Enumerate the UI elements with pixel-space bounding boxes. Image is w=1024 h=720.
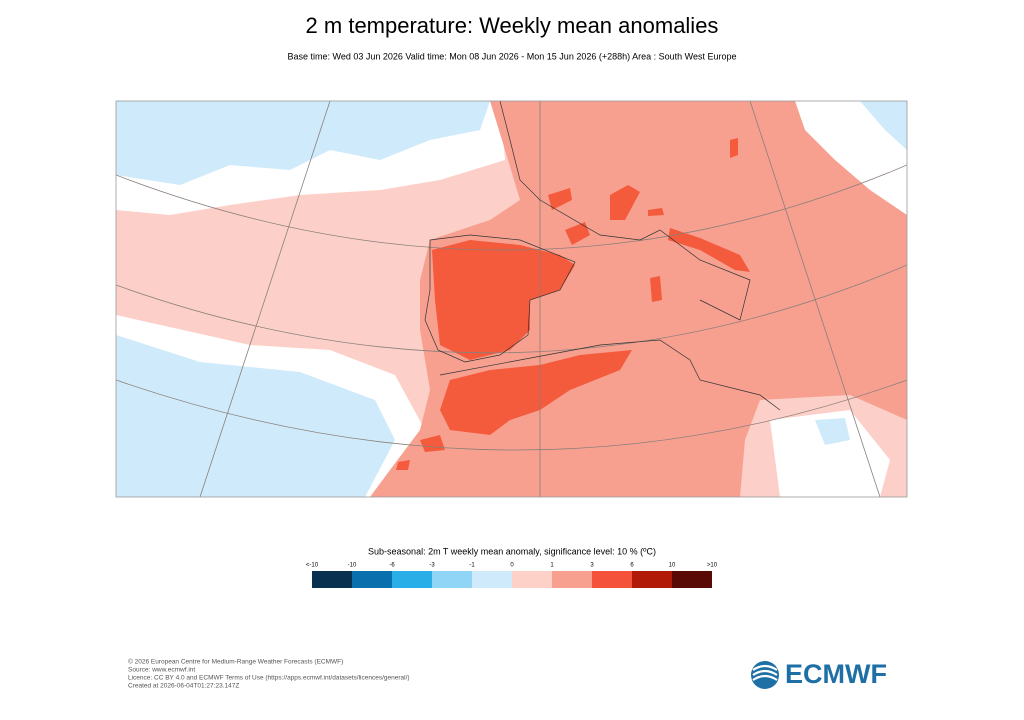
colorbar-label: <-10 [306,563,319,569]
title: 2 m temperature: Weekly mean anomalies [306,13,719,38]
colorbar-box [352,571,392,588]
colorbar-label: -3 [429,563,435,569]
colorbar-box [552,571,592,588]
map [115,100,908,498]
colorbar-label: 1 [550,563,554,569]
colorbar-box [432,571,472,588]
colorbar-box [672,571,712,588]
colorbar: Sub-seasonal: 2m T weekly mean anomaly, … [306,546,718,588]
colorbar-label: 10 [669,563,676,569]
colorbar-box [632,571,672,588]
footer-line: Source: www.ecmwf.int [128,667,195,674]
colorbar-label: >10 [707,563,718,569]
colorbar-box [512,571,552,588]
footer-line: Created at 2026-06-04T01:27:23.147Z [128,683,239,690]
colorbar-box [312,571,352,588]
colorbar-label: 3 [590,563,594,569]
colorbar-box [472,571,512,588]
colorbar-title: Sub-seasonal: 2m T weekly mean anomaly, … [368,546,656,556]
subtitle: Base time: Wed 03 Jun 2026 Valid time: M… [287,51,736,61]
colorbar-box [592,571,632,588]
footer-line: Licence: CC BY 4.0 and ECMWF Terms of Us… [128,675,410,682]
footer: © 2026 European Centre for Medium-Range … [128,658,410,690]
colorbar-label: -6 [389,563,395,569]
colorbar-label: -1 [469,563,475,569]
colorbar-box [392,571,432,588]
logo: ECMWF [751,659,887,689]
logo-text: ECMWF [785,659,887,689]
colorbar-label: -10 [348,563,357,569]
colorbar-label: 0 [510,563,514,569]
colorbar-label: 6 [630,563,634,569]
footer-line: © 2026 European Centre for Medium-Range … [128,658,343,666]
